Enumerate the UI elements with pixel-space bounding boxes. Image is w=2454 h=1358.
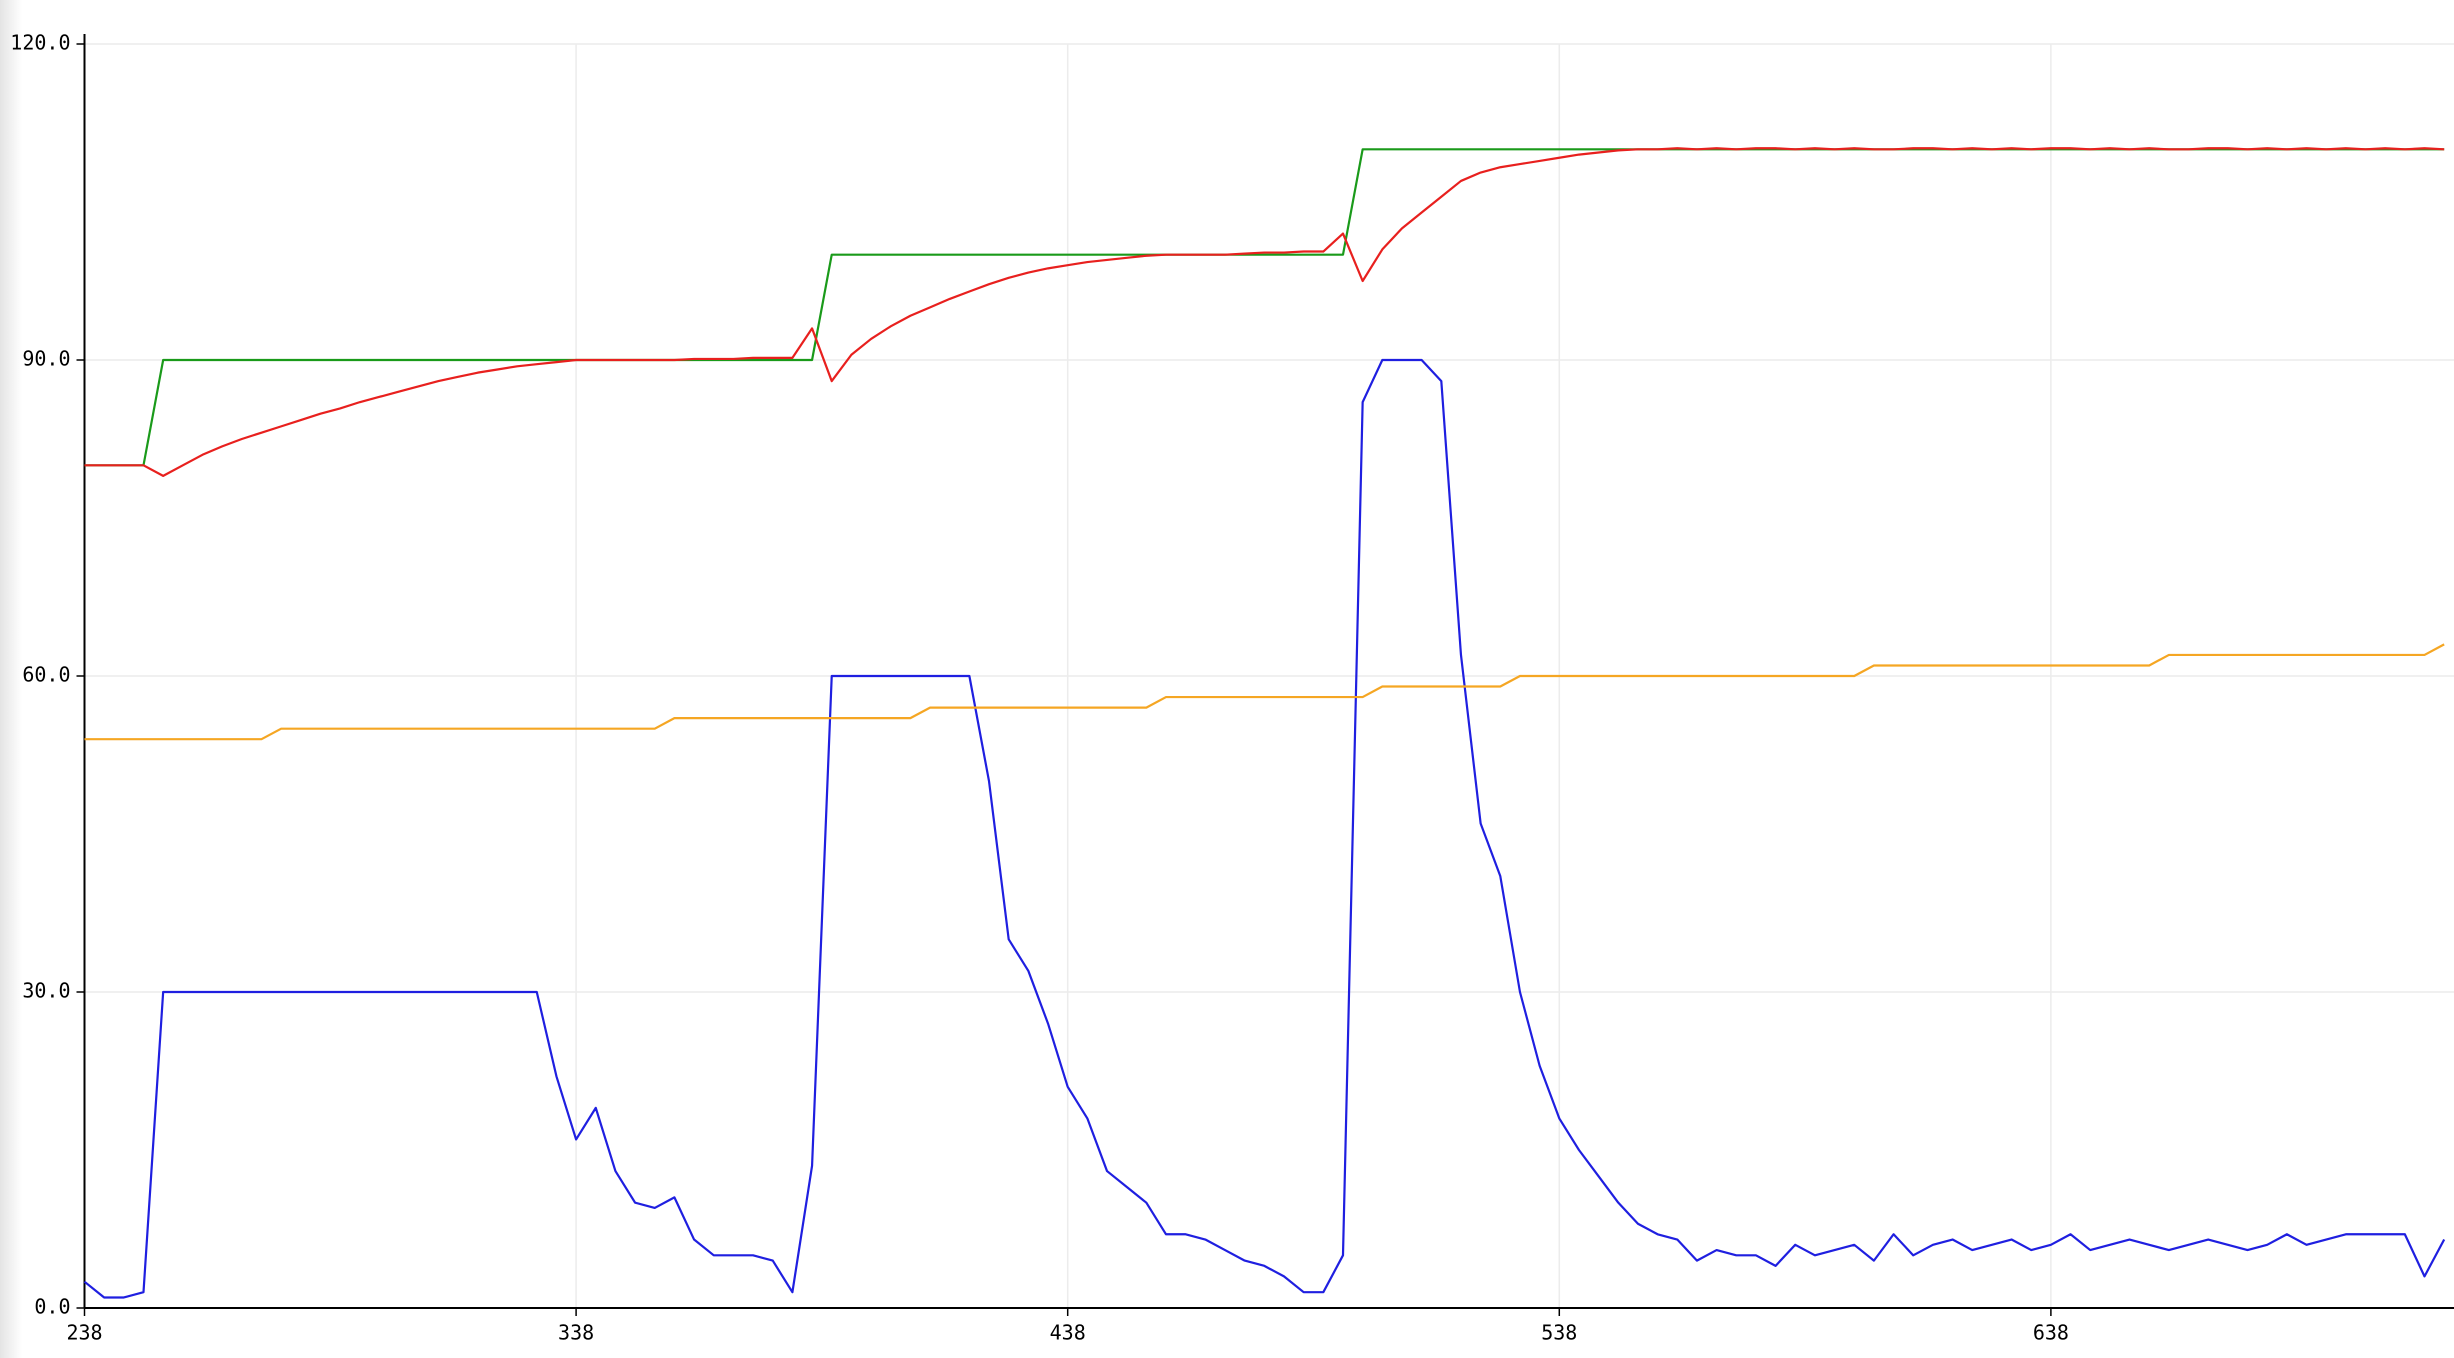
y-tick-label: 30.0 (22, 979, 70, 1003)
x-tick-label: 538 (1541, 1321, 1577, 1345)
x-tick-label: 338 (558, 1321, 594, 1345)
x-tick-label: 638 (2033, 1321, 2069, 1345)
series-line (84, 147, 2445, 477)
series-line (84, 643, 2445, 741)
y-tick-label: 90.0 (22, 347, 70, 371)
y-tick-label: 120.0 (10, 31, 70, 55)
edge-shade (0, 0, 22, 1358)
series-line (83, 358, 2446, 1299)
y-tick-label: 0.0 (34, 1295, 70, 1319)
y-tick-label: 60.0 (22, 663, 70, 687)
x-tick-label: 438 (1050, 1321, 1086, 1345)
series-line (84, 148, 2445, 467)
x-tick-label: 238 (66, 1321, 102, 1345)
